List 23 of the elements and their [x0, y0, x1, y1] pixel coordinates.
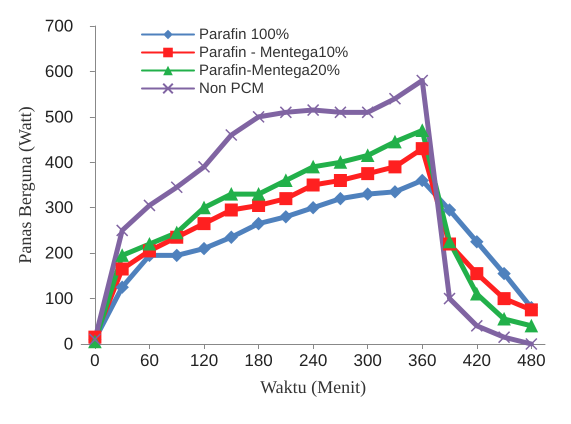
x-axis-title: Waktu (Menit): [260, 377, 366, 397]
y-tick-label: 200: [44, 244, 74, 263]
x-tick-label: 120: [190, 351, 218, 370]
legend-label: Parafin-Mentega20%: [199, 62, 340, 79]
x-tick-label: 180: [244, 351, 273, 370]
y-axis-title: Panas Berguna (Watt): [15, 106, 35, 264]
x-tick-label: 0: [90, 351, 100, 370]
y-tick-label: 300: [44, 198, 74, 218]
legend-label: Parafin 100%: [199, 26, 290, 43]
legend-label: Parafin - Mentega10%: [199, 44, 348, 61]
legend-label: Non PCM: [199, 80, 264, 97]
x-tick-label: 300: [354, 351, 382, 370]
y-tick-label: 500: [44, 107, 74, 126]
x-tick-label: 240: [298, 351, 328, 370]
y-tick-label: 700: [44, 16, 74, 36]
x-tick-label: 360: [408, 351, 436, 370]
y-tick-label: 100: [44, 289, 74, 308]
x-tick-label: 480: [517, 351, 546, 370]
x-tick-label: 420: [462, 351, 491, 370]
x-tick-label: 60: [140, 351, 159, 370]
y-tick-label: 0: [64, 334, 74, 354]
y-tick-label: 400: [44, 152, 74, 172]
y-tick-label: 600: [44, 62, 74, 81]
